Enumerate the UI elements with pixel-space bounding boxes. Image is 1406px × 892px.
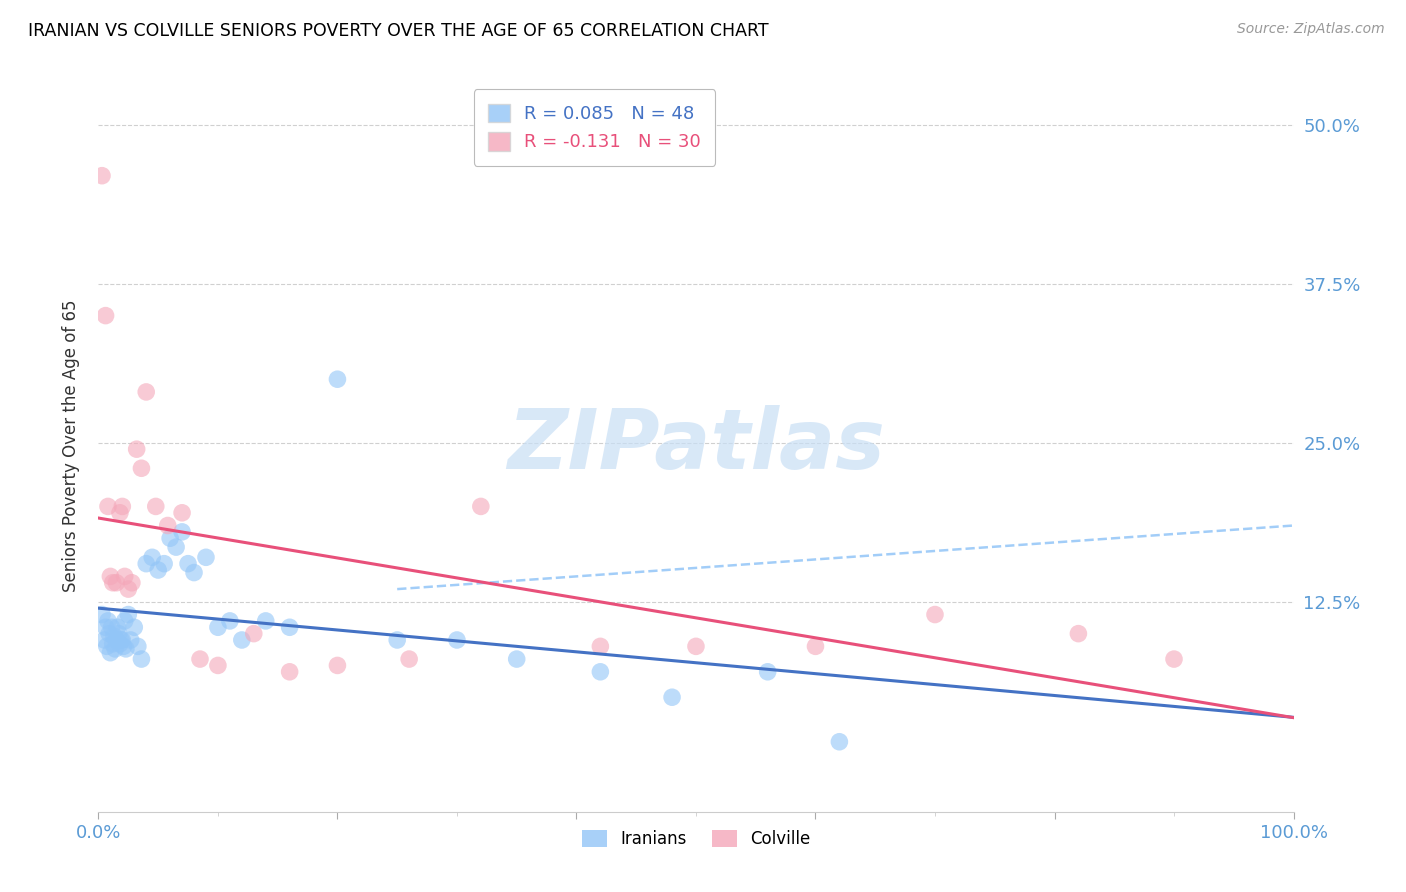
Point <box>188 652 211 666</box>
Point <box>156 518 179 533</box>
Point <box>177 557 200 571</box>
Point <box>326 658 349 673</box>
Point <box>91 607 114 622</box>
Point <box>828 735 851 749</box>
Point <box>114 569 136 583</box>
Point <box>104 641 127 656</box>
Point <box>1163 652 1185 666</box>
Point <box>107 626 129 640</box>
Point <box>114 614 136 628</box>
Point <box>105 575 128 590</box>
Point <box>108 637 131 651</box>
Point <box>98 569 122 583</box>
Point <box>278 620 301 634</box>
Point <box>385 632 409 647</box>
Point <box>124 620 146 634</box>
Point <box>165 540 187 554</box>
Point <box>207 620 229 634</box>
Point <box>97 614 120 628</box>
Point <box>1067 626 1090 640</box>
Y-axis label: Seniors Poverty Over the Age of 65: Seniors Poverty Over the Age of 65 <box>62 300 80 592</box>
Point <box>121 575 143 590</box>
Point <box>98 646 122 660</box>
Point <box>506 652 529 666</box>
Point <box>207 658 229 673</box>
Point <box>127 640 149 654</box>
Text: IRANIAN VS COLVILLE SENIORS POVERTY OVER THE AGE OF 65 CORRELATION CHART: IRANIAN VS COLVILLE SENIORS POVERTY OVER… <box>28 22 769 40</box>
Point <box>105 632 128 647</box>
Point <box>117 607 139 622</box>
Point <box>804 640 827 654</box>
Point <box>111 500 134 514</box>
Text: ZIPatlas: ZIPatlas <box>508 406 884 486</box>
Point <box>172 524 194 539</box>
Point <box>159 531 181 545</box>
Point <box>131 652 153 666</box>
Point <box>661 690 683 705</box>
Point <box>101 575 124 590</box>
Point <box>398 652 420 666</box>
Point <box>685 640 707 654</box>
Point <box>93 632 115 647</box>
Point <box>446 632 468 647</box>
Point <box>589 665 612 679</box>
Point <box>924 607 946 622</box>
Point <box>243 626 266 640</box>
Point <box>589 640 612 654</box>
Point <box>100 620 122 634</box>
Point <box>195 550 218 565</box>
Point <box>120 632 142 647</box>
Point <box>183 566 205 580</box>
Point <box>94 309 117 323</box>
Point <box>135 557 157 571</box>
Point <box>254 614 277 628</box>
Point <box>103 629 125 643</box>
Point <box>108 506 131 520</box>
Point <box>96 640 118 654</box>
Point <box>326 372 349 386</box>
Point <box>172 506 194 520</box>
Point <box>125 442 148 457</box>
Point <box>278 665 301 679</box>
Point <box>117 582 139 596</box>
Point <box>115 641 138 656</box>
Point <box>148 563 170 577</box>
Point <box>145 500 167 514</box>
Point <box>112 640 135 654</box>
Point <box>94 620 117 634</box>
Point <box>110 632 132 647</box>
Point <box>97 500 120 514</box>
Point <box>131 461 153 475</box>
Point <box>756 665 779 679</box>
Text: Source: ZipAtlas.com: Source: ZipAtlas.com <box>1237 22 1385 37</box>
Point <box>98 626 121 640</box>
Point <box>107 620 129 634</box>
Point <box>219 614 242 628</box>
Point <box>135 384 157 399</box>
Point <box>470 500 492 514</box>
Point <box>91 169 114 183</box>
Legend: Iranians, Colville: Iranians, Colville <box>575 823 817 855</box>
Point <box>101 637 124 651</box>
Point <box>231 632 253 647</box>
Point <box>111 632 134 647</box>
Point <box>153 557 176 571</box>
Point <box>141 550 163 565</box>
